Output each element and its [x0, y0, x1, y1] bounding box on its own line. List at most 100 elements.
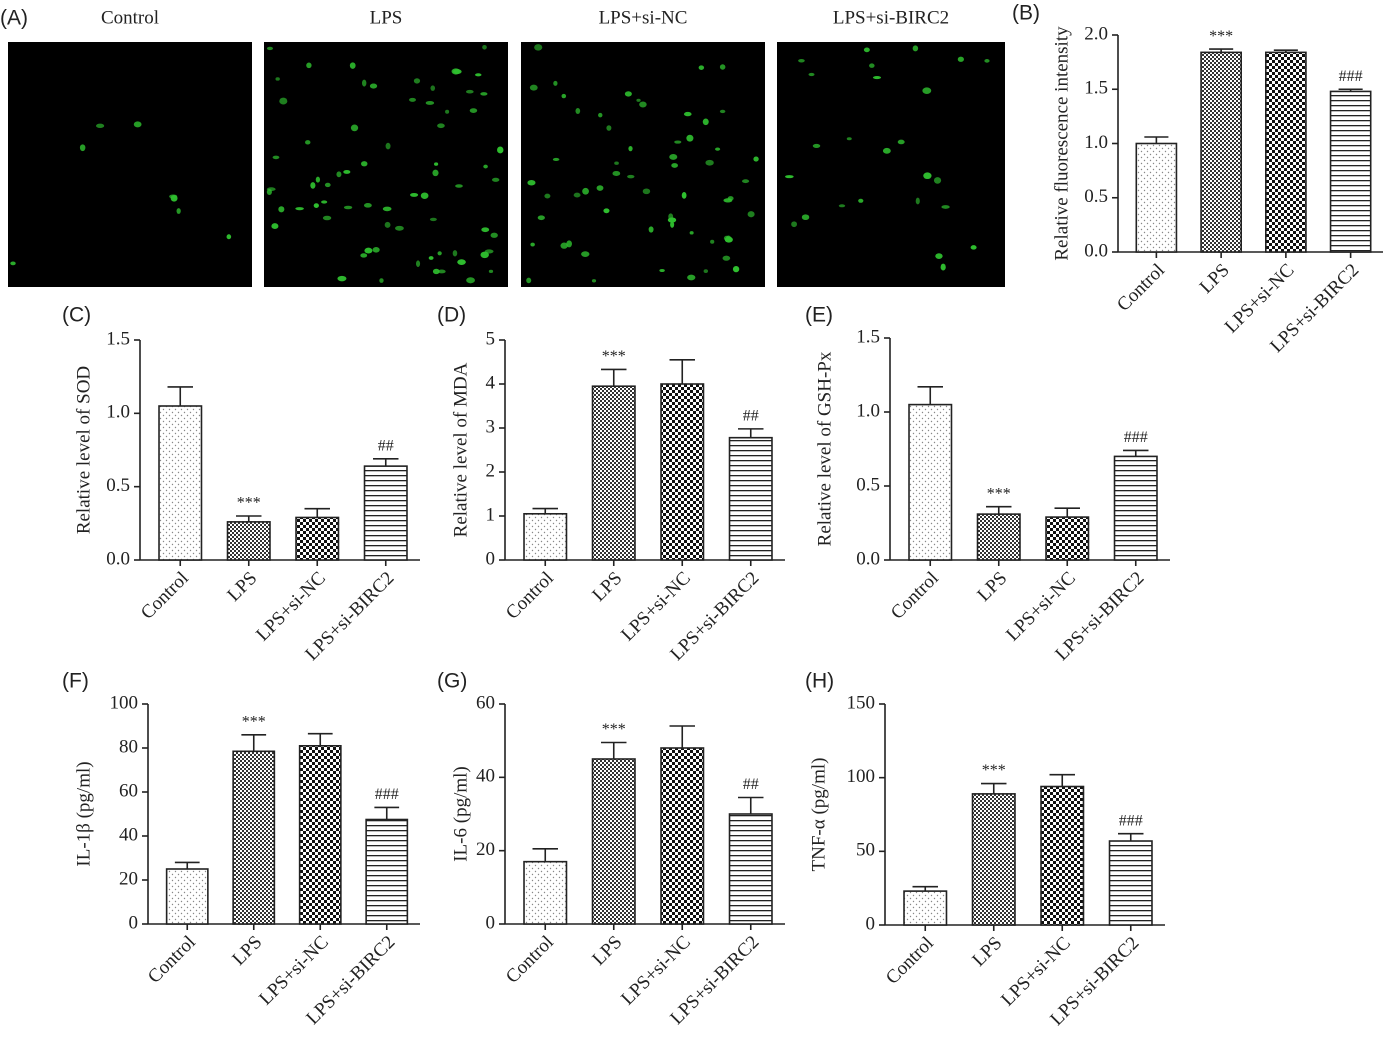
significance: ***	[602, 348, 626, 365]
cell	[321, 200, 328, 204]
cell	[350, 124, 359, 132]
cell	[689, 231, 694, 235]
cell	[133, 121, 142, 128]
cell	[490, 232, 498, 238]
cell	[278, 206, 285, 213]
cell	[915, 197, 920, 205]
cell	[698, 65, 705, 70]
cell	[686, 134, 694, 142]
y-tick-label: 100	[847, 766, 876, 787]
cell	[429, 217, 437, 222]
x-tick-label: LPS	[588, 932, 626, 970]
bar	[523, 860, 568, 925]
cell	[553, 80, 558, 86]
bar	[1108, 840, 1153, 926]
cell	[483, 164, 488, 169]
x-tick-label: Control	[137, 568, 193, 624]
x-tick-label: Control	[144, 932, 200, 988]
cell	[343, 205, 353, 210]
y-tick-label: 60	[476, 692, 495, 713]
y-axis-label: Relative fluorescence intensity	[1051, 26, 1072, 261]
y-axis-label: IL-6 (pg/ml)	[450, 766, 471, 862]
cell	[428, 256, 434, 260]
cell	[363, 203, 372, 208]
cell	[430, 85, 436, 91]
cell	[369, 83, 378, 89]
bar-chart: (F) IL-1β (pg/ml) 0 20 40 60 80 100 Control LPS **…	[62, 670, 420, 1029]
cell	[530, 242, 535, 247]
y-tick-label: 0.5	[1084, 186, 1108, 207]
y-tick-label: 1.5	[856, 326, 880, 347]
bar	[1200, 51, 1242, 253]
bar	[903, 890, 948, 926]
cell	[364, 247, 373, 254]
y-tick-label: 1.5	[1084, 78, 1108, 99]
significance: ***	[242, 713, 266, 730]
y-tick-label: 20	[476, 839, 495, 860]
cell	[941, 205, 950, 209]
cell	[912, 45, 919, 52]
cell	[648, 226, 654, 233]
significance: ###	[1339, 68, 1363, 85]
cell	[336, 171, 342, 178]
cell	[384, 221, 391, 228]
cell	[747, 211, 755, 218]
cell	[527, 179, 536, 186]
y-tick-label: 60	[119, 780, 138, 801]
cell	[306, 62, 312, 69]
cell	[801, 214, 810, 221]
y-tick-label: 1	[486, 504, 496, 525]
cell	[437, 123, 445, 129]
cell	[305, 140, 311, 145]
cell	[360, 253, 368, 258]
significance: ###	[375, 786, 399, 803]
panel-label: (A)	[0, 7, 28, 30]
cell	[79, 144, 86, 152]
panel-label: (F)	[62, 670, 89, 693]
y-axis-label: Relative level of MDA	[450, 362, 471, 537]
cell	[882, 147, 891, 154]
image-title: LPS+si-NC	[599, 7, 688, 28]
y-tick-label: 0	[129, 912, 139, 933]
bar	[363, 465, 408, 561]
x-tick-label: Control	[1113, 260, 1169, 316]
y-tick-label: 150	[847, 692, 876, 713]
cell	[226, 234, 232, 240]
cell	[480, 92, 488, 96]
cell	[725, 235, 732, 241]
cell	[719, 64, 726, 70]
significance: ###	[1119, 812, 1143, 829]
cell	[858, 198, 864, 203]
x-tick-label: LPS	[973, 568, 1011, 606]
cell	[420, 192, 429, 199]
cell	[753, 156, 759, 162]
micrograph	[521, 42, 765, 287]
x-tick-label: Control	[502, 568, 558, 624]
cell	[457, 259, 466, 265]
micrograph	[264, 42, 508, 287]
cell	[970, 245, 977, 250]
cell	[497, 146, 504, 154]
cell	[628, 145, 633, 152]
y-tick-label: 0.5	[106, 475, 130, 496]
cell	[639, 101, 647, 108]
cell	[612, 170, 621, 177]
bar	[232, 750, 276, 925]
bar	[1113, 455, 1158, 561]
cell	[432, 268, 440, 275]
cell	[798, 59, 805, 63]
image-title: Control	[101, 7, 159, 28]
x-tick-label: LPS	[228, 932, 266, 970]
cell	[395, 225, 404, 231]
cell	[670, 221, 675, 228]
cell	[544, 193, 551, 199]
cell	[598, 112, 603, 118]
cell	[614, 161, 619, 165]
bar	[298, 744, 342, 925]
cell	[560, 242, 568, 249]
y-tick-label: 0	[866, 913, 876, 934]
cell	[425, 100, 435, 105]
cell	[432, 169, 439, 177]
y-tick-label: 0.0	[106, 548, 130, 569]
y-tick-label: 0.0	[1084, 240, 1108, 261]
